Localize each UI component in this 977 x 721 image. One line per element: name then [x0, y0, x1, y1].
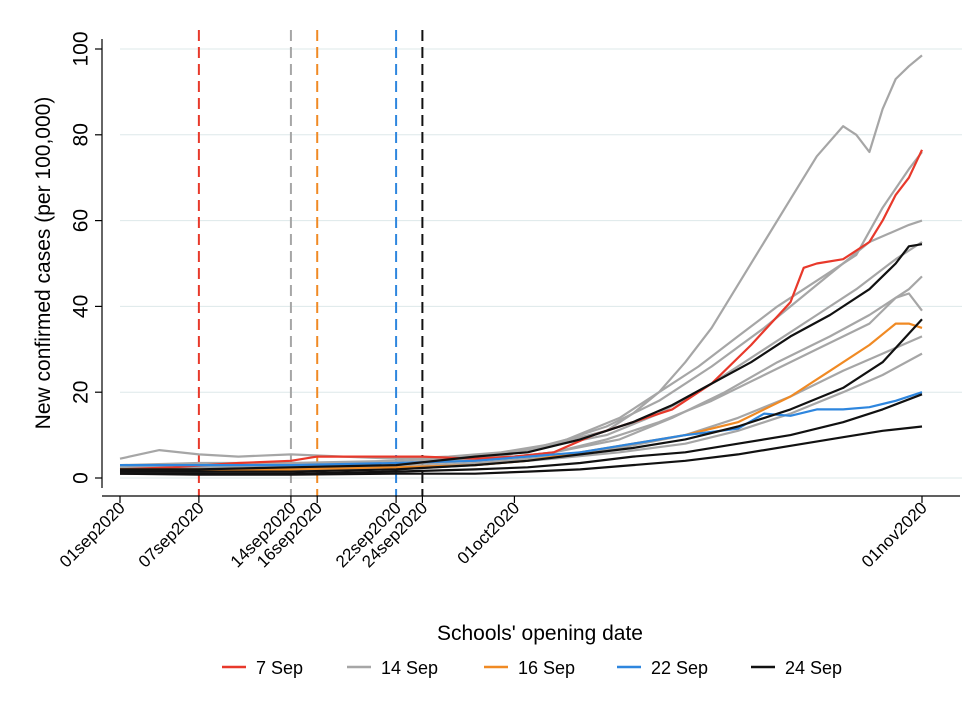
y-tick-label: 100	[70, 31, 93, 66]
gridlines	[120, 48, 962, 479]
series-line	[119, 151, 923, 473]
y-axis-title: New confirmed cases (per 100,000)	[32, 97, 55, 430]
x-tick-label: 01nov2020	[858, 498, 931, 571]
y-tick-label: 60	[70, 209, 93, 232]
x-tick-label: 07sep2020	[135, 498, 208, 571]
series-line	[120, 243, 923, 471]
y-tick-label: 40	[70, 295, 93, 318]
legend-label: 14 Sep	[381, 658, 438, 678]
legend-label: 22 Sep	[651, 658, 708, 678]
series-line	[120, 322, 923, 471]
legend-label: 24 Sep	[785, 658, 842, 678]
series-line	[120, 391, 923, 467]
legend-title: Schools' opening date	[437, 622, 643, 645]
school-opening-markers	[197, 30, 424, 496]
x-tick-label: 01sep2020	[56, 498, 129, 571]
series-line	[119, 241, 923, 467]
y-tick-label: 0	[70, 472, 93, 484]
legend-label: 7 Sep	[256, 658, 303, 678]
series-line	[119, 275, 923, 469]
y-tick-label: 20	[70, 381, 93, 404]
x-tick-label: 01oct2020	[454, 498, 524, 568]
legend-label: 16 Sep	[518, 658, 575, 678]
series-line	[119, 425, 923, 476]
series-line	[119, 149, 923, 471]
series-line	[120, 318, 923, 473]
series-lines	[119, 54, 923, 476]
legend: 7 Sep 14 Sep 16 Sep 22 Sep 24 Sep	[222, 658, 842, 678]
y-tick-label: 80	[70, 123, 93, 146]
series-line	[119, 54, 923, 460]
